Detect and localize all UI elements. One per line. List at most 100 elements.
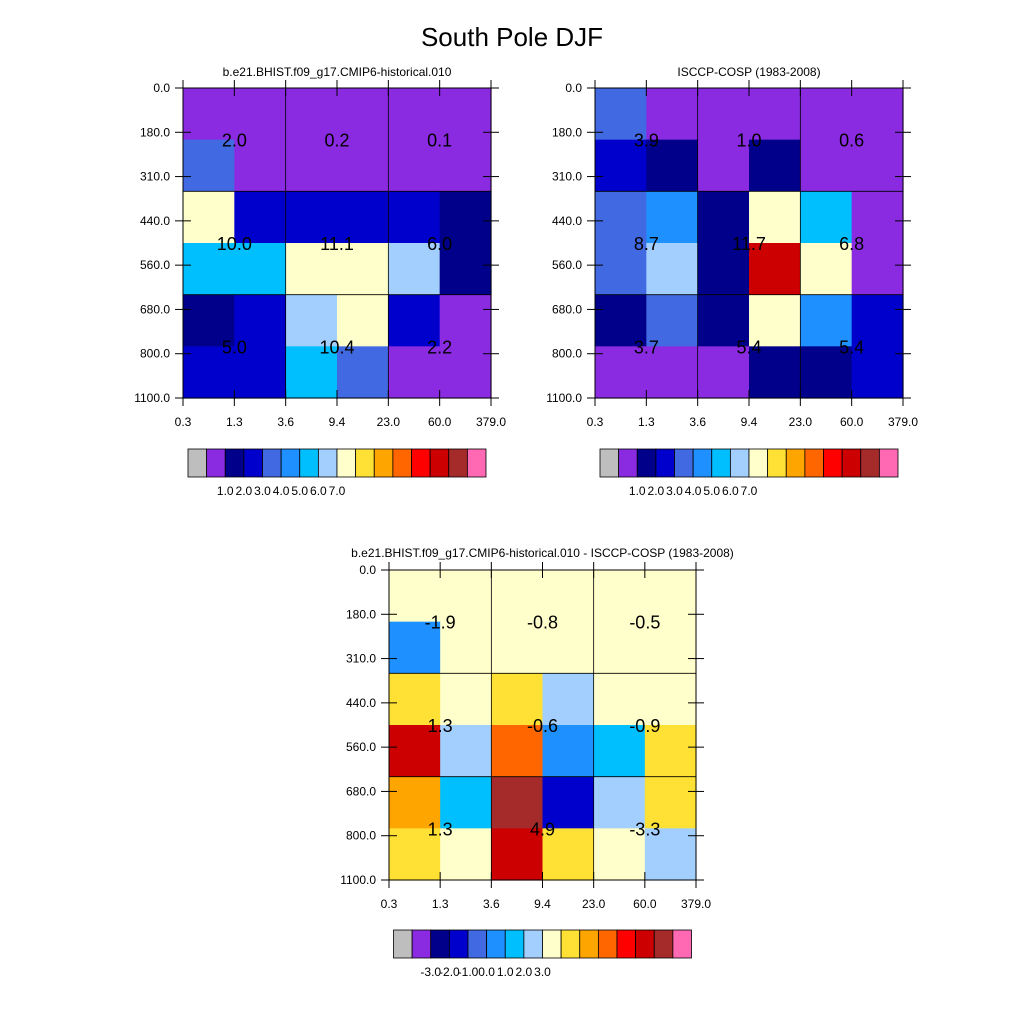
y-tick-label: 680.0 (552, 302, 582, 316)
data-label: -1.9 (425, 613, 456, 633)
y-tick-label: 800.0 (140, 347, 170, 361)
x-tick-label: 3.6 (483, 897, 500, 911)
colorbar-label: 4.0 (685, 484, 702, 498)
data-label: 0.6 (839, 131, 864, 151)
data-label: -0.9 (629, 716, 660, 736)
heatmap-cell (183, 243, 235, 296)
data-label: 1.3 (428, 819, 453, 839)
y-tick-label: 560.0 (140, 258, 170, 272)
y-tick-label: 310.0 (346, 652, 376, 666)
heatmap-cell (491, 621, 544, 674)
heatmap-cell (389, 673, 441, 726)
heatmap-cell (337, 139, 389, 192)
colorbar-box (523, 929, 543, 959)
heatmap-cell (800, 294, 853, 347)
y-tick-label: 310.0 (552, 170, 582, 184)
colorbar-box (317, 448, 338, 478)
data-label: 5.4 (736, 337, 761, 357)
heatmap-cell (595, 346, 647, 399)
colorbar-label: 7.0 (741, 484, 758, 498)
colorbar-box (504, 929, 525, 959)
colorbar-label: 3.0 (534, 965, 551, 979)
colorbar-label: -3.0 (420, 965, 441, 979)
heatmap-cell (542, 621, 595, 674)
colorbar-label: 0.0 (478, 965, 495, 979)
heatmap-cell (439, 346, 492, 399)
y-tick-label: 800.0 (552, 347, 582, 361)
heatmap-cell (644, 828, 697, 881)
heatmap-cell (697, 139, 750, 192)
heatmap-cell (749, 243, 801, 296)
heatmap-cell (389, 725, 441, 778)
y-tick-label: 180.0 (346, 607, 376, 621)
data-label: 3.7 (634, 337, 659, 357)
panel-title: b.e21.BHIST.f09_g17.CMIP6-historical.010 (223, 65, 452, 79)
heatmap-cell (439, 243, 492, 296)
y-tick-label: 440.0 (552, 214, 582, 228)
x-tick-label: 23.0 (789, 415, 813, 429)
heatmap-cell (644, 725, 697, 778)
colorbar-box (748, 448, 769, 478)
colorbar-label: 5.0 (703, 484, 720, 498)
heatmap-cell (851, 139, 904, 192)
heatmap-cell (183, 294, 235, 347)
x-tick-label: 3.6 (277, 415, 294, 429)
heatmap-cell (644, 776, 697, 829)
heatmap-cell (337, 243, 389, 296)
data-label: 0.2 (324, 131, 349, 151)
heatmap-cell (285, 346, 338, 399)
colorbar-label: 1.0 (629, 484, 646, 498)
colorbar-label: 1.0 (497, 965, 514, 979)
heatmap-cell (542, 673, 595, 726)
data-label: 10.4 (319, 337, 354, 357)
colorbar-box (411, 448, 431, 478)
heatmap-cell (851, 243, 904, 296)
data-label: 1.3 (428, 716, 453, 736)
colorbar-label: 3.0 (666, 484, 683, 498)
colorbar-box (692, 448, 713, 478)
y-tick-label: 0.0 (153, 81, 170, 95)
heatmap-cell (234, 243, 287, 296)
heatmap-cell (697, 294, 750, 347)
heatmap-cell (595, 243, 647, 296)
colorbar-box (711, 448, 731, 478)
data-label: 2.0 (222, 131, 247, 151)
heatmap-cell (749, 139, 801, 192)
heatmap-cell (389, 570, 441, 623)
colorbar-box (467, 929, 488, 959)
colorbar-box (579, 929, 599, 959)
heatmap-cell (234, 139, 287, 192)
data-label: 2.2 (427, 337, 452, 357)
heatmap-cell (337, 294, 389, 347)
x-tick-label: 1.3 (638, 415, 655, 429)
heatmap-cell (491, 673, 544, 726)
heatmap-cell (800, 88, 853, 141)
heatmap-cell (234, 191, 287, 244)
colorbar-box (448, 448, 468, 478)
data-label: -3.3 (629, 819, 660, 839)
colorbar-label: 4.0 (273, 484, 290, 498)
x-tick-label: 23.0 (582, 897, 606, 911)
heatmap-cell (644, 673, 697, 726)
heatmap-cell (389, 621, 441, 674)
heatmap-cell (697, 191, 750, 244)
colorbar-box (635, 929, 655, 959)
heatmap-cell (440, 725, 492, 778)
heatmap-cell (851, 191, 904, 244)
x-tick-label: 60.0 (633, 897, 657, 911)
colorbar-box (392, 448, 412, 478)
heatmap-cell (234, 346, 287, 399)
x-tick-label: 379.0 (888, 415, 918, 429)
data-label: 5.0 (222, 337, 247, 357)
heatmap-cell (646, 294, 699, 347)
x-tick-label: 9.4 (329, 415, 346, 429)
heatmap-cell (440, 828, 492, 881)
y-tick-label: 680.0 (140, 302, 170, 316)
colorbar-label: 2.0 (236, 484, 253, 498)
y-tick-label: 1100.0 (546, 391, 582, 405)
colorbar-box (841, 448, 862, 478)
colorbar-box (672, 929, 692, 959)
colorbar-box (823, 448, 843, 478)
heatmap-cell (388, 191, 441, 244)
